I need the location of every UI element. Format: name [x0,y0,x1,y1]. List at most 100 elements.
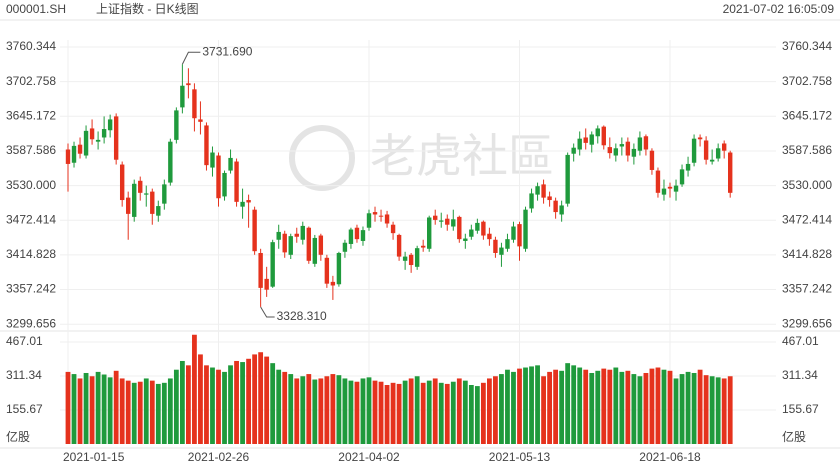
volume-bar [348,380,354,444]
candle-body [457,216,462,240]
candle-body [132,183,137,217]
volume-bar [216,369,221,444]
candle-body [499,247,504,255]
min-label: 3328.310 [277,309,327,323]
candle-body [65,149,71,164]
volume-unit: 亿股 [6,429,30,444]
volume-bar [402,380,408,444]
volume-bar [511,371,516,444]
volume-bar [432,378,438,444]
candle-body [150,191,155,214]
candle-body [517,224,522,247]
candle-body [505,239,510,249]
x-tick-label: 2021-01-15 [63,450,125,464]
candle-body [553,200,558,213]
candle-body [469,229,474,237]
candle-body [204,125,209,166]
candle-body [625,141,631,156]
volume-bar [553,369,559,444]
candle-body [234,161,239,202]
volume-bar [462,380,468,444]
y-tick-label: 3587.586 [6,143,56,157]
candle-body [240,201,245,207]
y-tick-label: 3760.344 [6,39,56,53]
candle-body [408,254,414,266]
y-tick-label-right: 3530.000 [782,178,832,192]
volume-bar [294,378,300,444]
max-leader [181,51,201,65]
candle-body [673,185,679,192]
candle-body [535,186,540,195]
volume-bar [414,376,420,444]
volume-bar [595,370,601,444]
volume-bar [125,380,131,444]
volume-bar [222,371,227,444]
candle-body [336,252,342,285]
volume-bar [529,366,534,444]
candle-body [637,137,643,151]
volume-bar [661,369,667,444]
volume-bar [631,374,637,444]
volume-bar [83,372,89,444]
candle-body [420,245,426,248]
x-tick-label: 2021-05-13 [489,450,551,464]
volume-bar [715,377,721,444]
volume-bar [330,374,336,444]
volume-bar [77,378,83,444]
candle-body [186,83,191,86]
watermark-text: 老虎社區 [370,130,554,182]
candle-body [565,154,570,204]
candle-body [107,119,113,131]
candle-body [655,170,661,193]
volume-bar [505,369,510,444]
candle-body [162,184,167,204]
volume-bar [649,368,655,444]
y-tick-label-right: 3414.828 [782,247,832,261]
candle-body [414,248,420,267]
volume-bar [95,371,101,444]
volume-bar [474,386,480,444]
y-tick-label-right: 3472.414 [782,212,832,226]
volume-bar [107,377,113,444]
volume-bar [179,360,185,444]
candle-body [529,193,534,209]
candle-body [138,180,143,193]
volume-bar [487,378,492,444]
candle-body [366,213,372,228]
volume-bar [65,371,71,444]
volume-bar [384,385,390,444]
volume-bar [559,370,565,444]
volume-bar [119,378,125,444]
candle-body [697,137,703,140]
candle-body [71,145,77,163]
volume-bar [131,382,137,444]
y-tick-label-right: 3357.242 [782,282,832,296]
candle-body [95,139,101,142]
volume-bar [408,378,414,444]
candle-body [126,197,131,214]
volume-bar [625,370,631,444]
volume-bar [306,374,312,444]
volume-bar [709,376,715,444]
volume-bar [685,371,691,444]
candle-body [288,236,293,255]
volume-bar [372,380,378,444]
candle-body [493,239,498,253]
candle-body [156,206,161,216]
volume-bar [523,367,528,444]
candle-body [583,137,588,143]
volume-bar [336,375,342,444]
volume-tick-label: 467.01 [6,334,43,348]
candle-body [264,278,269,290]
candle-body [258,252,263,288]
y-tick-label: 3357.242 [6,282,56,296]
volume-bar [619,371,625,444]
candle-body [547,196,552,201]
volume-bar [366,377,372,444]
candle-body [378,215,384,217]
volume-bar [204,365,209,444]
volume-bar [282,371,288,444]
candle-body [661,188,667,195]
y-tick-label-right: 3702.758 [782,74,832,88]
volume-bar [517,368,522,444]
